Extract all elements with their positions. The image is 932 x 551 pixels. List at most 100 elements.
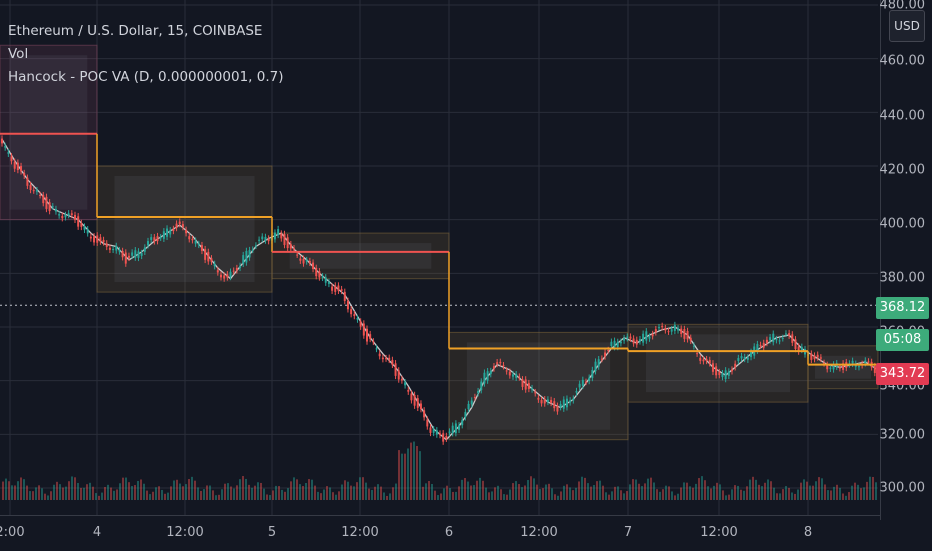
candle-body [121,250,124,258]
volume-bar [845,495,847,500]
price-axis[interactable]: 480.00 460.00 440.00 420.00 400.00 380.0… [880,0,932,520]
candle-body [778,340,781,342]
candle-body [467,403,470,410]
candle-body [489,371,492,375]
volume-bar [155,487,157,500]
poc-indicator-label[interactable]: Hancock - POC VA (D, 0.000000001, 0.7) [8,69,284,85]
currency-button[interactable]: USD [889,10,925,42]
candle-body [826,364,829,370]
volume-bar [692,487,694,500]
volume-bar [464,478,466,500]
time-axis[interactable]: 2:00 4 12:00 5 12:00 6 12:00 7 12:00 8 [0,515,880,551]
y-tick: 420.00 [879,162,926,178]
volume-bar [560,491,562,500]
candle-body [213,263,216,267]
volume-bar [2,481,4,500]
volume-bar [839,487,841,500]
volume-bar [380,486,382,500]
candle-body [286,237,289,249]
volume-bar [284,491,286,500]
value-area-inner [9,55,88,210]
volume-bar [803,479,805,500]
volume-bar [455,491,457,500]
volume-bar [674,495,676,500]
volume-bar [521,487,523,500]
value-area-box [0,44,98,221]
candle-body [499,361,502,364]
candle-body [715,366,718,376]
candle-body [521,379,524,387]
candle-body [261,236,264,240]
volume-bar [767,479,769,500]
candle-body [632,338,635,344]
candle-body [140,253,143,256]
volume-bar [518,484,520,500]
symbol-title[interactable]: Ethereum / U.S. Dollar, 15, COINBASE [8,23,263,39]
volume-bar [659,491,661,500]
volume-bar [56,481,58,500]
candle-body [350,309,353,315]
volume-bar [221,489,223,500]
candle-body [569,400,572,403]
candle-body [375,348,378,350]
volume-bar [395,483,397,500]
volume-bar [863,487,865,500]
volume-bar [689,486,691,500]
candle-body [143,247,146,252]
candle-body [305,260,308,262]
candle-body [585,381,587,383]
volume-bar [680,487,682,500]
volume-bar [293,477,295,500]
candle-body [134,250,137,258]
candle-body [851,360,854,364]
candle-body [197,244,200,246]
value-area-box [448,331,629,441]
volume-bar [272,490,274,500]
x-tick: 12:00 [166,525,204,540]
volume-bar [323,489,325,500]
candle-body [340,289,343,291]
volume-indicator-label[interactable]: Vol [8,46,29,62]
candle-body [29,184,32,190]
volume-bar [812,485,814,500]
candle-body [74,214,76,220]
candle-body [115,245,118,251]
candle-body [623,338,626,341]
volume-bar [311,479,313,500]
candle-body [296,254,299,256]
volume-bar [761,486,763,500]
poc-lines [0,132,878,366]
volume-bar [779,493,781,500]
volume-bar [158,486,160,500]
volume-bar [770,481,772,500]
candle-body [7,152,10,154]
volume-bar [335,494,337,500]
volume-bar [182,486,184,500]
volume-bar [365,482,367,500]
x-tick: 12:00 [700,525,738,540]
candle-body [435,430,438,435]
candle-body [680,328,683,335]
candle-body [337,285,340,291]
x-tick: 12:00 [341,525,379,540]
candle-body [645,331,648,341]
volume-bar [482,480,484,500]
candle-body [461,420,464,426]
candle-body [137,251,140,258]
candle-body [832,364,835,370]
volume-bar [194,480,196,500]
volume-bar [836,484,838,500]
candle-body [458,425,461,430]
candle-body [591,370,594,378]
candle-body [391,359,394,365]
candle-body [112,249,115,251]
volume-bar [545,484,547,500]
volume-bar [743,490,745,500]
volume-bar [299,484,301,500]
candle-body [772,333,775,343]
y-tick: 400.00 [879,216,926,232]
candle-body [327,282,330,284]
candle-body [80,223,83,227]
candle-body [658,327,660,329]
